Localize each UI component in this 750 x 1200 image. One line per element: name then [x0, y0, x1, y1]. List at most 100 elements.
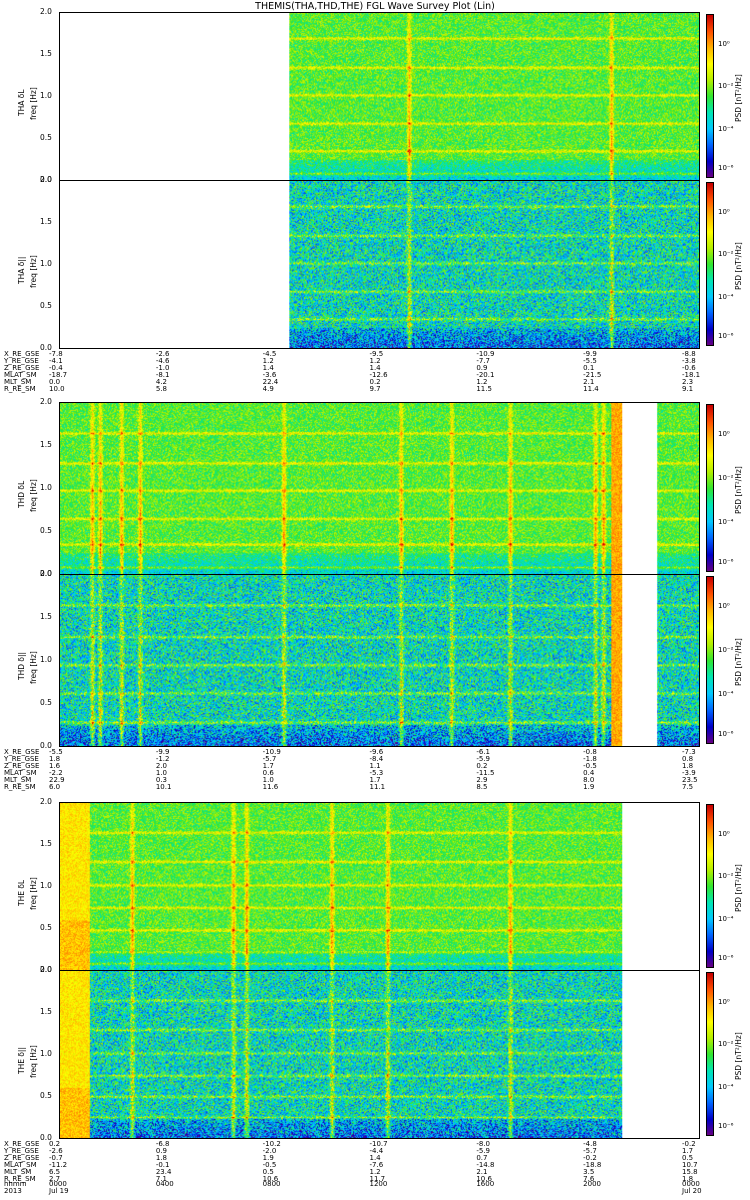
- orbit-value: -0.5: [583, 762, 597, 770]
- y-tick-label: 0.5: [40, 1091, 52, 1100]
- colorbar-tick-label: 10⁻²: [718, 872, 734, 881]
- orbit-value: 0.2: [49, 1140, 61, 1148]
- orbit-value: 1.7: [682, 1147, 694, 1155]
- orbit-value: 10.1: [155, 783, 172, 791]
- colorbar-gradient: [707, 15, 713, 177]
- orbit-value: -21.5: [583, 371, 602, 379]
- freq-axis-label: freq [Hz]: [29, 479, 38, 512]
- time-axis-tick: 1600: [476, 1180, 495, 1188]
- orbit-value: -10.2: [262, 1140, 281, 1148]
- orbit-value: 8.0: [583, 776, 595, 784]
- y-tick-label: 2.0: [40, 7, 52, 16]
- orbit-value: -7.7: [476, 357, 490, 365]
- orbit-value: 1.2: [262, 357, 274, 365]
- colorbar-label: PSD [nT²/Hz]: [734, 74, 743, 122]
- orbit-value: 10.6: [262, 1175, 279, 1183]
- orbit-row-label: MLT_SM: [4, 378, 32, 386]
- y-tick-label: 1.0: [40, 259, 52, 268]
- orbit-value: -9.9: [155, 748, 170, 756]
- y-tick-label: 1.0: [40, 1049, 52, 1058]
- orbit-value: -2.0: [262, 1147, 277, 1155]
- spectrogram-panel-the-par: [59, 970, 700, 1139]
- orbit-value: 1.8: [49, 755, 61, 763]
- orbit-value: 1.2: [369, 357, 381, 365]
- time-axis-tick: 0400: [155, 1180, 174, 1188]
- panel-label: THE δL: [17, 879, 26, 906]
- colorbar-tick-label: 10⁻⁶: [718, 1122, 734, 1131]
- y-tick-label: 0.5: [40, 923, 52, 932]
- colorbar-tick-label: 10⁰: [718, 207, 730, 216]
- y-tick-label: 0.0: [40, 569, 52, 578]
- orbit-value: 0.1: [583, 364, 595, 372]
- orbit-value: -18.1: [682, 371, 701, 379]
- colorbar-gradient: [707, 805, 713, 967]
- orbit-value: -0.4: [49, 364, 63, 372]
- y-tick-label: 1.5: [40, 839, 52, 848]
- orbit-value: 1.4: [369, 364, 381, 372]
- colorbar: [706, 804, 714, 968]
- colorbar-tick-label: 10⁻⁴: [718, 124, 734, 133]
- orbit-value: -0.8: [583, 748, 597, 756]
- colorbar: [706, 14, 714, 178]
- time-axis-tick: 0800: [262, 1180, 281, 1188]
- orbit-value: 2.7: [49, 1175, 61, 1183]
- colorbar-tick-label: 10⁻⁶: [718, 557, 734, 566]
- orbit-value: -8.1: [155, 371, 170, 379]
- orbit-value: 3.5: [583, 1168, 595, 1176]
- orbit-row-label: X_RE_GSE: [4, 350, 40, 358]
- orbit-row-label: Z_RE_GSE: [4, 364, 40, 372]
- orbit-value: 0.5: [682, 1154, 694, 1162]
- colorbar-tick-label: 10⁻²: [718, 1040, 734, 1049]
- panel-label: THD δ||: [17, 651, 26, 680]
- plot-title: THEMIS(THA,THD,THE) FGL Wave Survey Plot…: [255, 1, 495, 12]
- orbit-value: 11.7: [369, 1175, 386, 1183]
- orbit-value: 1.6: [49, 762, 61, 770]
- y-tick-label: 2.0: [40, 397, 52, 406]
- y-tick-label: 2.0: [40, 569, 52, 578]
- orbit-value: -8.8: [682, 350, 696, 358]
- spectrogram-image: [60, 803, 699, 970]
- colorbar-tick-label: 10⁻⁴: [718, 1082, 734, 1091]
- orbit-value: 2.3: [682, 378, 694, 386]
- orbit-value: 22.4: [262, 378, 279, 386]
- orbit-value: 8.5: [476, 783, 488, 791]
- orbit-value: -2.6: [49, 1147, 63, 1155]
- orbit-value: -8.4: [369, 755, 384, 763]
- colorbar-tick-label: 10⁻⁶: [718, 164, 734, 173]
- y-tick-label: 0.0: [40, 1133, 52, 1142]
- orbit-value: -6.8: [155, 1140, 170, 1148]
- spectrogram-panel-thd-par: [59, 574, 700, 747]
- orbit-value: 6.5: [49, 1168, 61, 1176]
- time-axis-date: Jul 20: [682, 1187, 702, 1195]
- y-tick-label: 0.5: [40, 526, 52, 535]
- orbit-value: -10.9: [476, 350, 495, 358]
- orbit-value: -5.7: [262, 755, 277, 763]
- orbit-value: -5.5: [583, 357, 597, 365]
- orbit-value: 1.9: [583, 783, 595, 791]
- colorbar-gradient: [707, 183, 713, 345]
- orbit-value: -5.9: [476, 1147, 490, 1155]
- orbit-value: 1.2: [369, 1168, 381, 1176]
- colorbar-tick-label: 10⁻⁴: [718, 517, 734, 526]
- orbit-value: -2.2: [49, 769, 63, 777]
- orbit-value: -7.3: [682, 748, 696, 756]
- orbit-value: 10.6: [476, 1175, 492, 1183]
- colorbar-label: PSD [nT²/Hz]: [734, 1032, 743, 1080]
- orbit-value: 5.8: [155, 385, 167, 393]
- orbit-value: -0.6: [682, 364, 696, 372]
- y-tick-label: 0.0: [40, 965, 52, 974]
- orbit-value: -6.1: [476, 748, 490, 756]
- orbit-value: -0.2: [682, 1140, 696, 1148]
- orbit-value: 4.9: [262, 385, 274, 393]
- orbit-value: 1.7: [262, 762, 274, 770]
- orbit-value: 7.6: [583, 1175, 595, 1183]
- colorbar-label: PSD [nT²/Hz]: [734, 466, 743, 514]
- spectrogram-image: [60, 13, 699, 180]
- orbit-value: -10.9: [262, 748, 281, 756]
- y-tick-label: 1.5: [40, 49, 52, 58]
- orbit-value: -4.8: [583, 1140, 597, 1148]
- orbit-value: 7.1: [155, 1175, 167, 1183]
- orbit-row-label: R_RE_SM: [4, 783, 36, 791]
- orbit-value: 0.3: [155, 776, 167, 784]
- orbit-value: -1.2: [155, 755, 170, 763]
